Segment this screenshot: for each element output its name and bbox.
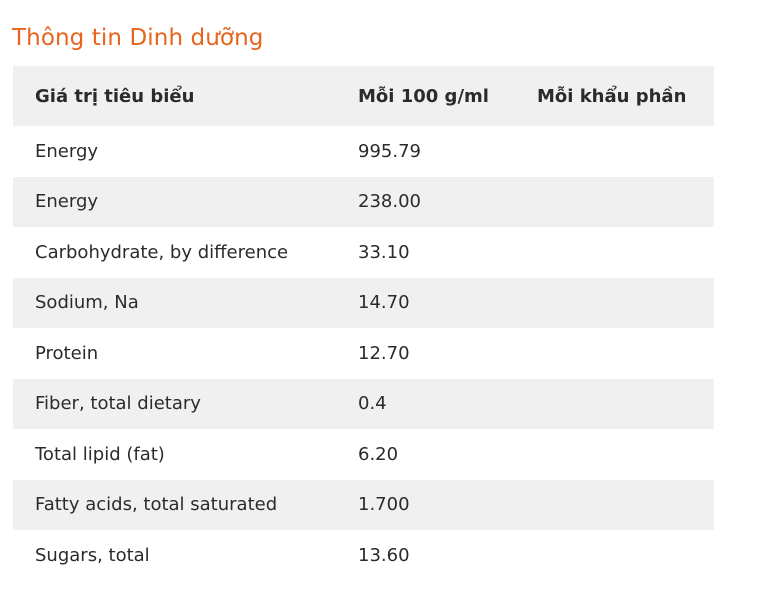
table-row: Energy 995.79 [13,126,714,177]
header-typical-value: Giá trị tiêu biểu [35,85,195,107]
nutrient-per-100: 6.20 [358,443,399,465]
nutrient-per-100: 33.10 [358,241,410,263]
nutrient-name: Fatty acids, total saturated [35,494,278,516]
nutrient-name: Sugars, total [35,544,150,566]
nutrient-name: Carbohydrate, by difference [35,241,289,263]
nutrient-per-100: 14.70 [358,292,410,314]
nutrient-name: Total lipid (fat) [35,443,165,465]
table-row: Fiber, total dietary 0.4 [13,378,714,429]
table-header-row: Giá trị tiêu biểu Mỗi 100 g/ml Mỗi khẩu … [13,66,714,126]
nutrition-table: Giá trị tiêu biểu Mỗi 100 g/ml Mỗi khẩu … [13,66,714,581]
nutrient-per-100: 12.70 [358,342,410,364]
table-row: Fatty acids, total saturated 1.700 [13,479,714,530]
header-per-100: Mỗi 100 g/ml [358,85,489,107]
nutrient-per-100: 995.79 [358,140,421,162]
header-per-serving: Mỗi khẩu phần [537,85,687,107]
nutrient-per-100: 1.700 [358,494,410,516]
nutrient-per-100: 0.4 [358,393,387,415]
table-row: Carbohydrate, by difference 33.10 [13,227,714,278]
nutrient-name: Energy [35,191,99,213]
nutrient-name: Fiber, total dietary [35,393,201,415]
page-title: Thông tin Dinh dưỡng [12,25,264,51]
nutrient-name: Energy [35,140,99,162]
nutrient-per-100: 13.60 [358,544,410,566]
nutrient-name: Sodium, Na [35,292,139,314]
table-row: Protein 12.70 [13,328,714,379]
table-row: Sugars, total 13.60 [13,530,714,581]
nutrient-name: Protein [35,342,99,364]
nutrient-per-100: 238.00 [358,191,421,213]
table-row: Sodium, Na 14.70 [13,277,714,328]
table-row: Total lipid (fat) 6.20 [13,429,714,480]
table-row: Energy 238.00 [13,176,714,227]
